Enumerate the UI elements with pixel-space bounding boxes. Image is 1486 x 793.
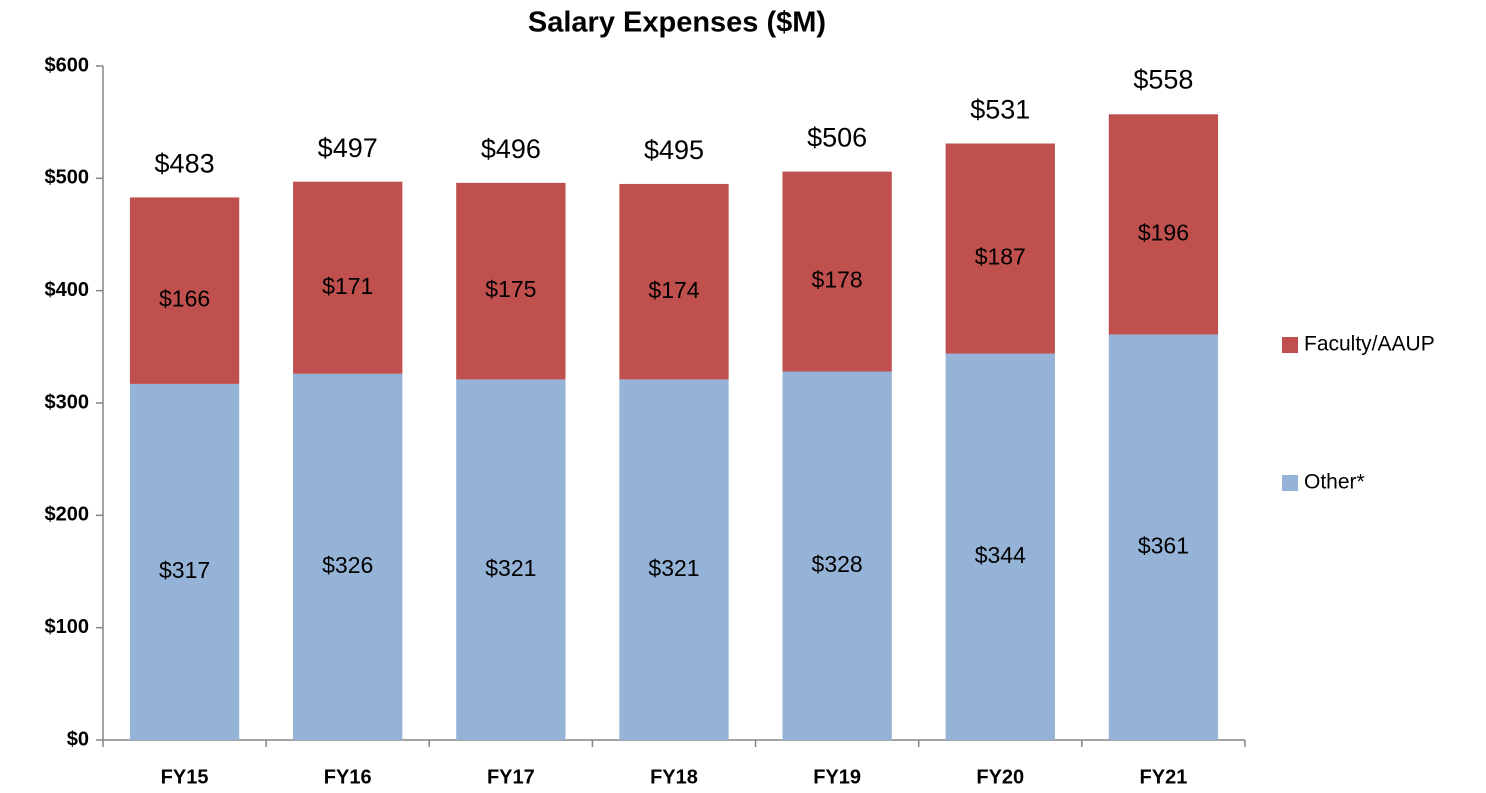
y-tick-label: $300 — [45, 391, 90, 413]
bar-segment — [619, 183, 729, 380]
chart-title: Salary Expenses ($M) — [528, 7, 826, 39]
legend-swatch — [1282, 337, 1298, 353]
total-label: $497 — [318, 133, 378, 163]
bar-segment — [945, 353, 1055, 740]
data-label: $326 — [322, 552, 373, 578]
y-tick-label: $200 — [45, 504, 90, 526]
data-label: $344 — [975, 542, 1026, 568]
data-label: $175 — [485, 276, 536, 302]
data-label: $317 — [159, 557, 210, 583]
bar-segment — [945, 143, 1055, 354]
x-tick-label: FY20 — [976, 766, 1024, 788]
bar-segment — [782, 371, 892, 740]
y-tick-label: $400 — [45, 279, 90, 301]
total-label: $506 — [807, 123, 867, 153]
x-tick-label: FY17 — [487, 766, 535, 788]
x-tick-label: FY15 — [161, 766, 209, 788]
total-label: $496 — [481, 134, 541, 164]
data-label: $171 — [322, 273, 373, 299]
bar-segment — [293, 373, 403, 740]
data-label: $321 — [648, 555, 699, 581]
data-label: $328 — [812, 551, 863, 577]
bar-segment — [782, 171, 892, 372]
x-tick-label: FY18 — [650, 766, 698, 788]
legend-label: Faculty/AAUP — [1304, 333, 1435, 356]
x-tick-label: FY16 — [324, 766, 372, 788]
data-label: $178 — [812, 267, 863, 293]
data-label: $321 — [485, 555, 536, 581]
data-label: $174 — [648, 277, 699, 303]
y-tick-label: $100 — [45, 616, 90, 638]
bar-segment — [293, 181, 403, 374]
total-label: $483 — [155, 149, 215, 179]
y-tick-label: $500 — [45, 167, 90, 189]
bar-segment — [129, 197, 240, 384]
data-label: $166 — [159, 286, 210, 312]
bar-segment — [456, 379, 566, 740]
bar-segment — [619, 379, 729, 740]
total-label: $531 — [970, 95, 1030, 125]
x-tick-label: FY19 — [813, 766, 861, 788]
data-label: $361 — [1138, 532, 1189, 558]
x-tick-label: FY21 — [1140, 766, 1188, 788]
data-label: $187 — [975, 244, 1026, 270]
legend-label: Other* — [1304, 471, 1365, 494]
total-label: $558 — [1133, 64, 1193, 94]
y-tick-label: $600 — [45, 54, 90, 76]
bar-segment — [1108, 114, 1219, 335]
y-tick-label: $0 — [67, 728, 89, 750]
total-label: $495 — [644, 135, 704, 165]
bar-segment — [456, 182, 566, 380]
data-label: $196 — [1138, 219, 1189, 245]
bar-segment — [1108, 334, 1219, 740]
bar-segment — [129, 383, 240, 740]
legend-swatch — [1282, 475, 1298, 491]
